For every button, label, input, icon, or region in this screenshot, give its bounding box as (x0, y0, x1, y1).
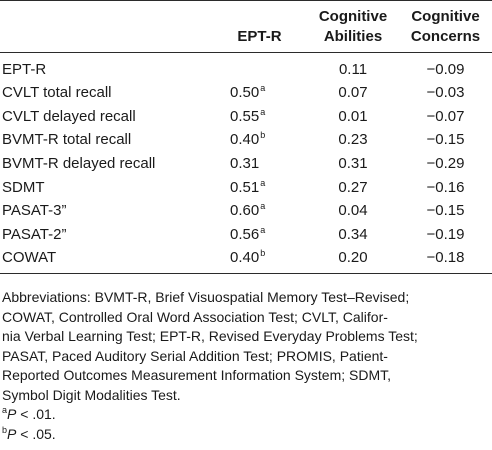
header-cognitive-concerns-line2: Concerns (410, 28, 481, 45)
cell-cognitive-concerns: −0.15 (426, 202, 465, 220)
significance-mark: b (260, 130, 266, 141)
footnote-b: bP < .05. (2, 425, 490, 445)
row-label: BVMT-R total recall (2, 131, 132, 149)
table-row: EPT-R 0.11 −0.09 (0, 53, 492, 82)
cell-cognitive-concerns: −0.15 (426, 131, 465, 149)
footnote-a-symbol: P (7, 406, 17, 422)
significance-mark: a (260, 201, 266, 212)
header-ept-r: EPT-R (237, 28, 282, 45)
header-cognitive-abilities-line1: Cognitive (318, 8, 388, 25)
header-cognitive-concerns: Cognitive Concerns (399, 1, 492, 53)
cell-ept-r: 0.50a (212, 81, 307, 105)
cell-ept-r: 0.40b (212, 128, 307, 152)
header-blank (0, 1, 212, 53)
significance-mark: a (260, 177, 266, 188)
abbreviations-note: Abbreviations: BVMT-R, Brief Visuospatia… (2, 288, 490, 405)
cell-ept-r-value: 0.50 (230, 84, 260, 102)
footnote-a: aP < .01. (2, 405, 490, 425)
table-row: PASAT-2” 0.56a 0.34 −0.19 (0, 223, 492, 247)
abbreviation-line: Symbol Digit Modalities Test. (2, 386, 181, 403)
abbreviation-line: PASAT, Paced Auditory Serial Addition Te… (2, 347, 388, 364)
cell-ept-r-value: 0.51 (230, 178, 260, 196)
significance-mark: a (260, 106, 266, 117)
cell-ept-r-value: 0.40 (230, 249, 260, 267)
table-row: PASAT-3” 0.60a 0.04 −0.15 (0, 199, 492, 223)
table-row: COWAT 0.40b 0.20 −0.18 (0, 246, 492, 274)
cell-cognitive-concerns: −0.18 (426, 249, 465, 267)
footnote-a-mark: a (2, 405, 8, 415)
abbreviation-line: nia Verbal Learning Test; EPT-R, Revised… (2, 328, 418, 344)
cell-cognitive-abilities: 0.11 (338, 61, 368, 78)
table-row: CVLT delayed recall 0.55a 0.01 −0.07 (0, 105, 492, 129)
cell-cognitive-abilities: 0.23 (338, 131, 368, 149)
table-row: BVMT-R total recall 0.40b 0.23 −0.15 (0, 128, 492, 152)
cell-ept-r-value: 0.55 (230, 107, 260, 125)
row-label: PASAT-2” (2, 225, 67, 243)
footnote-b-symbol: P (7, 425, 17, 442)
cell-cognitive-abilities: 0.20 (338, 249, 368, 267)
header-cognitive-abilities-line2: Abilities (323, 28, 383, 45)
abbreviation-line: Reported Outcomes Measurement Informatio… (2, 367, 392, 383)
significance-mark: a (260, 224, 266, 235)
cell-ept-r-value: 0.60 (230, 202, 260, 220)
header-cognitive-concerns-line1: Cognitive (411, 8, 480, 25)
cell-cognitive-abilities: 0.34 (338, 225, 368, 243)
footnote-b-mark: b (2, 424, 8, 435)
row-label: EPT-R (2, 61, 47, 78)
header-cognitive-abilities: Cognitive Abilities (307, 1, 399, 53)
cell-ept-r-value: 0.56 (230, 225, 260, 243)
table-row: SDMT 0.51a 0.27 −0.16 (0, 175, 492, 199)
table-header: EPT-R Cognitive Abilities Cognitive Conc… (0, 0, 492, 53)
table-row: CVLT total recall 0.50a 0.07 −0.03 (0, 81, 492, 105)
cell-ept-r: 0.51a (212, 175, 307, 199)
cell-cognitive-concerns: −0.19 (426, 225, 465, 243)
cell-cognitive-concerns: −0.03 (426, 84, 465, 102)
row-label: CVLT total recall (2, 84, 112, 102)
cell-ept-r-value: 0.31 (230, 155, 260, 173)
cell-cognitive-abilities: 0.04 (338, 202, 368, 220)
row-label: PASAT-3” (2, 202, 67, 220)
table-row: BVMT-R delayed recall 0.31 0.31 −0.29 (0, 152, 492, 176)
cell-cognitive-abilities: 0.01 (338, 107, 368, 125)
cell-cognitive-abilities: 0.31 (338, 155, 368, 173)
abbreviation-line: COWAT, Controlled Oral Word Association … (2, 308, 388, 325)
cell-cognitive-abilities: 0.27 (338, 178, 368, 196)
correlation-table: EPT-R Cognitive Abilities Cognitive Conc… (0, 0, 492, 274)
cell-cognitive-concerns: −0.16 (426, 178, 465, 196)
abbreviation-line: Abbreviations: BVMT-R, Brief Visuospatia… (2, 289, 410, 305)
cell-ept-r (212, 53, 307, 82)
footnote-b-text: < .05. (16, 425, 56, 442)
footnote-a-text: < .01. (16, 406, 56, 422)
cell-cognitive-concerns: −0.07 (426, 107, 465, 125)
row-label: BVMT-R delayed recall (2, 155, 156, 173)
row-label: CVLT delayed recall (2, 107, 136, 125)
cell-ept-r-value: 0.40 (230, 131, 260, 149)
cell-cognitive-concerns: −0.09 (426, 61, 465, 78)
cell-cognitive-abilities: 0.07 (338, 84, 368, 102)
table-footnotes: Abbreviations: BVMT-R, Brief Visuospatia… (2, 288, 490, 444)
table-body: EPT-R 0.11 −0.09 CVLT total recall 0.50a 0.07… (0, 53, 492, 274)
cell-ept-r: 0.31 (212, 152, 307, 176)
cell-cognitive-concerns: −0.29 (426, 155, 465, 173)
cell-ept-r: 0.56a (212, 223, 307, 247)
cell-ept-r: 0.60a (212, 199, 307, 223)
significance-mark: b (260, 248, 266, 259)
row-label: SDMT (2, 178, 45, 196)
cell-ept-r: 0.40b (212, 246, 307, 274)
significance-mark: a (260, 83, 266, 94)
cell-ept-r: 0.55a (212, 105, 307, 129)
row-label: COWAT (2, 249, 57, 267)
